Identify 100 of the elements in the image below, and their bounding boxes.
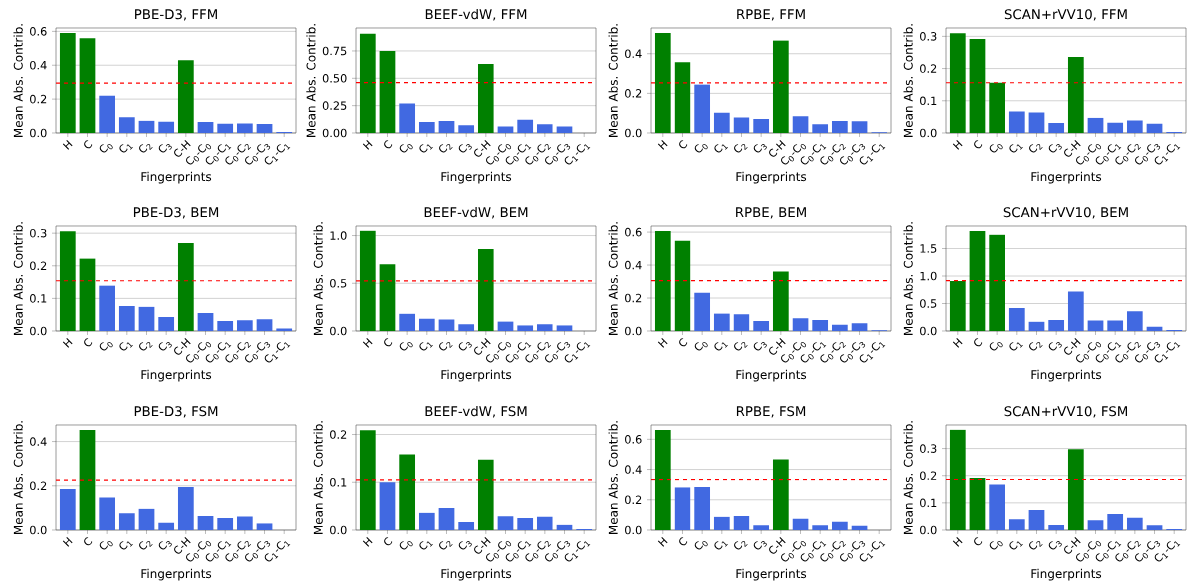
bar: [458, 521, 475, 530]
bar: [1146, 525, 1163, 530]
bar: [1087, 320, 1104, 331]
y-tick-label: 0.4: [625, 49, 642, 59]
x-axis-title: Fingerprints: [441, 171, 512, 184]
y-tick-label: 0.6: [30, 27, 47, 36]
bar: [177, 242, 194, 331]
bar: [969, 477, 986, 530]
bar: [138, 120, 155, 133]
y-tick-label: 0.3: [30, 228, 47, 238]
bar: [851, 525, 868, 530]
bar: [536, 124, 553, 133]
bar: [674, 487, 691, 530]
bar: [1146, 123, 1163, 133]
x-axis-title: Fingerprints: [441, 369, 512, 382]
bar: [812, 525, 829, 530]
bar: [217, 320, 234, 331]
x-tick-label: C$_{2}$: [1029, 342, 1043, 351]
bar: [379, 264, 396, 331]
bar: [197, 516, 214, 530]
x-tick-label: C$_{0}$: [399, 143, 413, 153]
x-tick-label: C$_{0}$: [694, 143, 708, 153]
y-tick-label: 0.0: [330, 525, 347, 535]
bar: [674, 240, 691, 331]
bar: [733, 117, 750, 133]
bar: [1087, 520, 1104, 530]
bar: [517, 518, 534, 530]
x-tick-label: C$_{0}$: [989, 540, 1003, 550]
y-tick-label: 1.0: [920, 271, 937, 281]
bar: [399, 313, 416, 331]
y-tick-label: 0.4: [625, 465, 642, 474]
bar: [772, 459, 789, 530]
chart-title: RPBE, BEM: [736, 207, 806, 219]
bar: [969, 38, 986, 133]
x-tick-label: C$_{0}$: [99, 341, 113, 351]
x-tick-label: H: [362, 140, 373, 150]
y-tick-label: 0.2: [30, 481, 47, 491]
x-tick-label: C: [84, 140, 93, 149]
x-tick-label: C$_{1}$: [714, 144, 728, 153]
x-tick-label: C$_{3}$: [158, 341, 172, 351]
bar: [1008, 307, 1025, 331]
chart-title: BEEF-vdW, FSM: [425, 405, 527, 418]
x-tick-label: H: [657, 338, 668, 348]
bar: [831, 324, 848, 331]
x-tick-label: C$_{2}$: [139, 144, 153, 153]
y-tick-label: 0.6: [625, 435, 642, 444]
bar: [418, 318, 435, 331]
bar: [1067, 291, 1084, 331]
bar: [1126, 311, 1143, 331]
x-tick-label: H: [362, 537, 373, 547]
x-tick-label: C-H: [769, 338, 786, 355]
bar: [177, 487, 194, 530]
bar: [733, 515, 750, 530]
y-axis-title: Mean Abs. Contrib.: [903, 222, 913, 335]
y-tick-label: 1.0: [330, 231, 347, 240]
bar: [1107, 320, 1124, 331]
bar: [713, 112, 730, 133]
x-tick-label: C$_{1}$: [419, 541, 433, 550]
chart-title: SCAN+rVV10, BEM: [1003, 207, 1128, 219]
x-tick-label: C-H: [474, 338, 491, 355]
x-tick-label: C$_{3}$: [753, 540, 767, 550]
x-tick-label: C$_{3}$: [1048, 143, 1062, 153]
y-tick-label: 0.0: [625, 525, 642, 535]
bar: [217, 518, 234, 530]
x-axis-title: Fingerprints: [141, 171, 212, 184]
x-tick-label: C: [384, 140, 393, 149]
y-tick-label: 0.6: [625, 227, 642, 237]
x-tick-label: C$_{1}$: [119, 342, 133, 351]
bar: [477, 248, 494, 331]
bar: [158, 522, 175, 530]
bar: [79, 38, 96, 133]
x-tick-label: C: [974, 140, 983, 149]
bar: [851, 121, 868, 133]
bar: [989, 234, 1006, 331]
x-tick-label: C$_{1}$: [119, 144, 133, 153]
bar: [379, 482, 396, 530]
bar: [256, 124, 273, 133]
bar: [851, 323, 868, 331]
x-axis-title: Fingerprints: [1031, 369, 1102, 382]
bar: [792, 318, 809, 331]
x-tick-label: C$_{1}$: [1009, 541, 1023, 550]
bar: [812, 124, 829, 133]
bar: [517, 119, 534, 133]
y-axis-title: Mean Abs. Contrib.: [13, 24, 23, 137]
bar: [458, 324, 475, 331]
bar: [118, 305, 135, 331]
x-tick-label: C: [84, 537, 93, 546]
bar: [99, 497, 116, 530]
x-tick-label: C$_{0}$: [694, 540, 708, 550]
bar: [1008, 111, 1025, 133]
y-tick-label: 0.1: [30, 294, 47, 303]
bar: [713, 313, 730, 331]
bar: [379, 50, 396, 133]
y-tick-label: 0.2: [920, 64, 937, 73]
x-tick-label: C-H: [474, 537, 491, 554]
bar: [1107, 513, 1124, 530]
y-tick-label: 0.1: [920, 498, 937, 508]
y-tick-label: 0.2: [330, 430, 347, 439]
bar: [713, 516, 730, 530]
y-tick-label: 0.4: [30, 437, 47, 446]
